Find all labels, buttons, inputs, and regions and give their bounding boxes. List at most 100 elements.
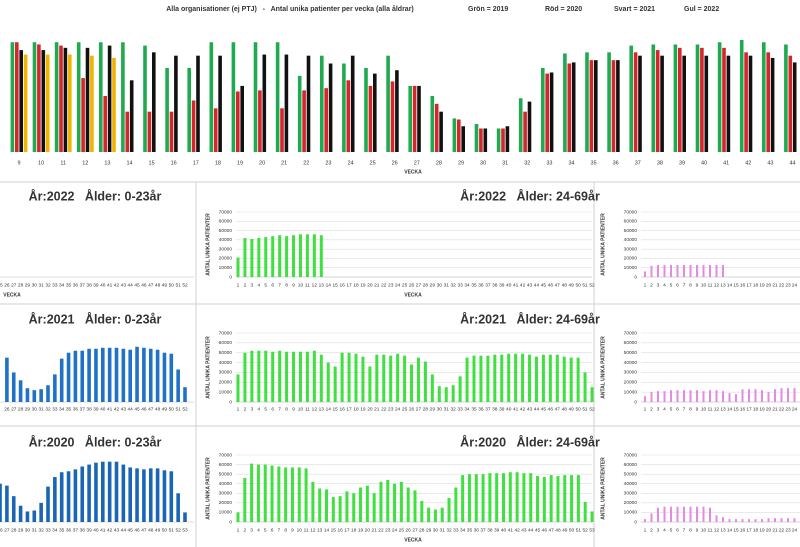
- bar: [430, 374, 434, 402]
- bar: [702, 264, 705, 277]
- x-tick-label: 46: [548, 406, 554, 412]
- bar: [472, 355, 476, 402]
- bar: [495, 473, 499, 522]
- bar: [650, 392, 653, 402]
- x-tick-label: 13: [720, 282, 726, 288]
- bar: [236, 512, 240, 522]
- bar: [792, 62, 797, 152]
- y-tick-label: 40000: [624, 237, 638, 243]
- x-tick-label: 52: [175, 527, 181, 533]
- x-tick-label: 45: [535, 527, 541, 533]
- x-tick-label: 27: [412, 527, 418, 533]
- bar: [427, 507, 431, 522]
- y-tick-label: 20000: [624, 500, 638, 506]
- x-tick-label: 7: [278, 527, 281, 533]
- bar: [63, 47, 68, 153]
- bar: [715, 515, 718, 522]
- x-tick-label: 25: [402, 282, 408, 288]
- x-tick-label: 3: [657, 527, 660, 533]
- y-axis-label: ANTAL UNIKA PATIENTER: [600, 213, 606, 276]
- x-tick-label: 3: [250, 527, 253, 533]
- x-tick-label: 11: [708, 282, 713, 288]
- x-tick-label: 36: [474, 527, 480, 533]
- x-tick-label: 29: [430, 282, 436, 288]
- x-tick-label: 52: [589, 282, 595, 288]
- y-tick-label: 20000: [624, 380, 638, 386]
- y-tick-label: 40000: [219, 360, 233, 366]
- bar: [767, 392, 770, 402]
- bar: [657, 264, 659, 277]
- x-tick-label: 34: [52, 527, 58, 533]
- bar: [735, 394, 737, 402]
- x-tick-label: 6: [676, 282, 679, 288]
- x-tick-label: 34: [568, 160, 574, 166]
- bar: [474, 124, 479, 152]
- bar: [143, 45, 147, 152]
- x-tick-label: 37: [480, 527, 486, 533]
- x-tick-label: 15: [333, 282, 339, 288]
- x-tick-label: 25: [370, 160, 376, 166]
- bar: [382, 354, 386, 402]
- bar: [292, 235, 296, 277]
- bar: [196, 55, 200, 152]
- x-tick-label: 50: [169, 406, 175, 412]
- bar: [650, 513, 653, 522]
- bar: [325, 489, 328, 522]
- bar: [73, 350, 78, 402]
- bar: [434, 103, 439, 152]
- bar: [59, 45, 63, 152]
- x-tick-label: 1: [237, 527, 240, 533]
- x-tick-label: 20: [365, 527, 371, 533]
- x-tick-label: 43: [767, 160, 773, 166]
- x-tick-label: 10: [701, 527, 707, 533]
- x-tick-label: 45: [541, 282, 547, 288]
- x-tick-label: 10: [298, 406, 304, 412]
- x-tick-label: 21: [371, 527, 377, 533]
- x-tick-label: 25: [399, 527, 405, 533]
- bar: [590, 511, 594, 522]
- bar: [257, 350, 261, 402]
- bar: [142, 347, 146, 402]
- bar: [741, 519, 744, 522]
- bar: [107, 45, 112, 152]
- x-tick-label: 27: [414, 160, 420, 166]
- bar: [5, 485, 9, 522]
- bar: [262, 54, 267, 153]
- bar: [728, 519, 731, 522]
- y-tick-label: 10000: [219, 389, 233, 395]
- x-tick-label: 8: [689, 527, 692, 533]
- bar: [644, 396, 646, 402]
- x-tick-label: 13: [104, 160, 110, 166]
- x-tick-label: 18: [753, 527, 759, 533]
- bar: [549, 72, 554, 152]
- x-tick-label: 35: [467, 527, 473, 533]
- x-tick-label: 38: [492, 282, 498, 288]
- bar: [292, 351, 296, 402]
- x-tick-label: 9: [17, 160, 20, 166]
- bar: [298, 351, 302, 402]
- bar: [46, 486, 50, 522]
- bar: [541, 354, 545, 402]
- bar: [10, 42, 15, 152]
- bar: [368, 85, 373, 152]
- bar: [616, 60, 620, 152]
- y-tick-label: 70000: [219, 330, 233, 336]
- bar: [53, 374, 57, 402]
- y-tick-label: 40000: [219, 481, 233, 487]
- x-tick-label: 48: [555, 527, 561, 533]
- x-tick-label: 41: [513, 406, 519, 412]
- bar: [508, 472, 512, 522]
- x-tick-label: 52: [182, 282, 188, 288]
- bar: [375, 354, 379, 402]
- y-axis-label: ANTAL UNIKA PATIENTER: [205, 336, 211, 399]
- y-tick-label: 40000: [624, 481, 638, 487]
- bar: [169, 353, 174, 402]
- bar: [66, 352, 71, 402]
- bar: [338, 496, 342, 522]
- bar: [285, 351, 289, 402]
- bar: [5, 357, 9, 402]
- bar: [420, 500, 424, 522]
- bar: [148, 468, 153, 522]
- bar: [545, 73, 549, 152]
- bar: [534, 356, 538, 402]
